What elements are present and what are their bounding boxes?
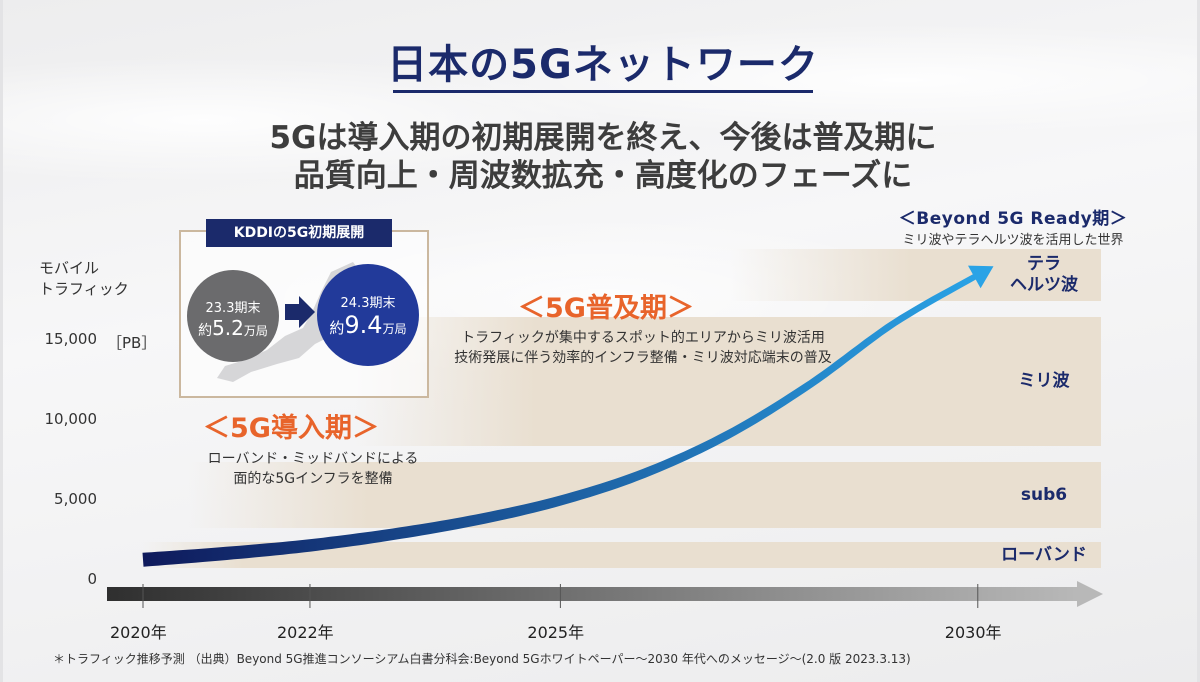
y-axis-label: モバイル トラフィック — [39, 259, 129, 298]
band-label-1: sub6 — [1020, 484, 1068, 505]
kddi-rollout-heading: KDDIの5G初期展開 — [206, 219, 392, 247]
source-footnote: ＊トラフィック推移予測 （出典）Beyond 5G推進コンソーシアム白書分科会:… — [53, 652, 911, 666]
title-underline — [393, 90, 813, 93]
stations-before-circle: 23.3期末 約5.2万局 — [187, 270, 279, 362]
stations-before-value-row: 約5.2万局 — [187, 316, 279, 340]
stations-before-prefix: 約 — [198, 323, 213, 339]
stations-after-value-row: 約9.4万局 — [317, 311, 419, 339]
stations-before-value: 5.2 — [212, 316, 244, 340]
x-tick-0: 2020年 — [110, 623, 167, 642]
spread-phase-title: ＜5G普及期＞ — [518, 293, 694, 324]
spread-phase-desc-line-1: トラフィックが集中するスポット的エリアからミリ波活用 — [461, 330, 825, 346]
band-label-3: テラ ヘルツ波 — [1010, 254, 1078, 295]
stations-before-unit: 万局 — [243, 324, 268, 338]
x-axis-bar — [107, 587, 1077, 601]
band-1 — [143, 462, 1101, 528]
stations-after-period: 24.3期末 — [340, 296, 396, 311]
beyond-phase-title: ＜Beyond 5G Ready期＞ — [898, 209, 1128, 229]
intro-phase-desc-line-1: ローバンド・ミッドバンドによる — [207, 451, 419, 467]
y-tick-3: 15,000 — [44, 330, 98, 348]
y-tick-1: 5,000 — [54, 490, 97, 508]
intro-phase-desc: ローバンド・ミッドバンドによる 面的な5Gインフラを整備 — [183, 449, 443, 489]
stations-after-value: 9.4 — [344, 311, 383, 339]
stations-after-prefix: 約 — [329, 319, 345, 337]
chart-canvas — [107, 265, 1103, 608]
beyond-phase-desc: ミリ波やテラヘルツ波を活用した世界 — [902, 233, 1124, 248]
x-tick-2: 2025年 — [527, 623, 585, 642]
x-tick-3: 2030年 — [944, 623, 1002, 642]
stations-before-period: 23.3期末 — [205, 301, 261, 316]
band-label-2: ミリ波 — [1018, 370, 1070, 391]
intro-phase-title: ＜5G導入期＞ — [203, 413, 379, 444]
stations-after-circle: 24.3期末 約9.4万局 — [317, 264, 419, 366]
subtitle-line-1: 5Gは導入期の初期展開を終え、今後は普及期に — [269, 120, 937, 156]
band-label-0: ローバンド — [1001, 544, 1087, 565]
x-tick-1: 2022年 — [276, 623, 334, 642]
kddi-rollout-box: 23.3期末 約5.2万局 24.3期末 約9.4万局 — [179, 230, 429, 398]
y-tick-2: 10,000 — [44, 410, 98, 428]
intro-phase-desc-line-2: 面的な5Gインフラを整備 — [233, 471, 393, 487]
spread-phase-desc-line-2: 技術発展に伴う効率的インフラ整備・ミリ波対応端末の普及 — [454, 350, 832, 366]
x-axis-arrowhead — [1077, 581, 1103, 607]
spread-phase-desc: トラフィックが集中するスポット的エリアからミリ波活用 技術発展に伴う効率的インフ… — [423, 328, 863, 368]
stations-after-unit: 万局 — [382, 322, 407, 336]
traffic-curve-arrowhead — [968, 265, 994, 289]
y-axis-unit: ［PB］ — [107, 334, 157, 352]
page-title: 日本の5Gネットワーク — [387, 42, 819, 88]
subtitle-line-2: 品質向上・周波数拡充・高度化のフェーズに — [293, 158, 913, 194]
y-tick-0: 0 — [87, 570, 97, 588]
